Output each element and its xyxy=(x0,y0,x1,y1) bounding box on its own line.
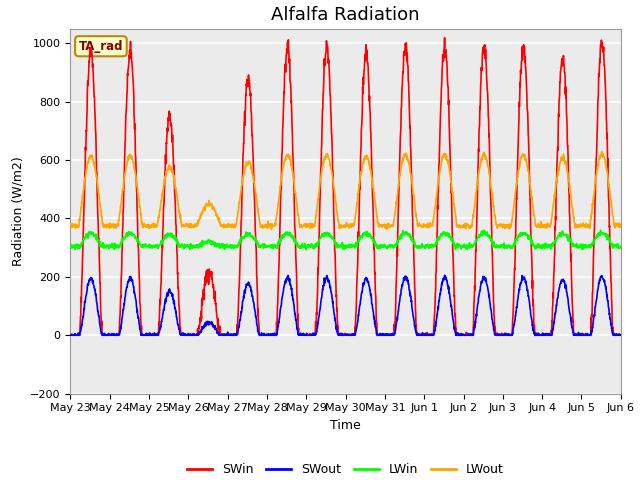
Y-axis label: Radiation (W/m2): Radiation (W/m2) xyxy=(12,156,24,266)
Text: TA_rad: TA_rad xyxy=(79,40,123,53)
X-axis label: Time: Time xyxy=(330,419,361,432)
Legend: SWin, SWout, LWin, LWout: SWin, SWout, LWin, LWout xyxy=(182,458,509,480)
Title: Alfalfa Radiation: Alfalfa Radiation xyxy=(271,6,420,24)
